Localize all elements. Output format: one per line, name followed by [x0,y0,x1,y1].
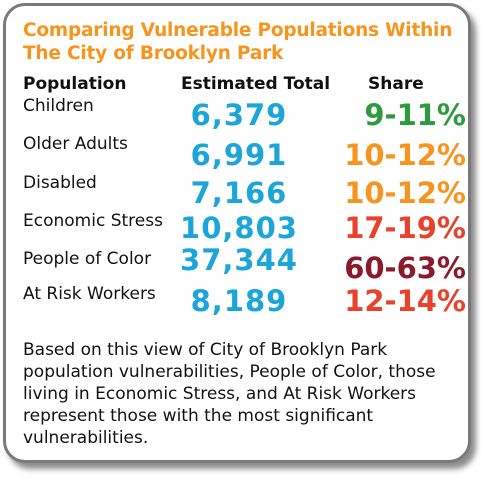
header-share: Share [368,74,424,94]
summary-note: Based on this view of City of Brooklyn P… [23,340,436,448]
population-label: Children [23,96,94,116]
estimated-total-value: 37,344 [180,243,298,277]
share-value: 12-14% [344,284,466,318]
population-label: People of Color [23,249,152,269]
share-value: 9-11% [364,98,466,132]
table-row: Children 6,379 9-11% [6,96,486,134]
table-row: At Risk Workers 8,189 12-14% [6,284,486,322]
share-value: 10-12% [344,176,466,210]
estimated-total-value: 7,166 [190,176,288,210]
table-row: Older Adults 6,991 10-12% [6,134,486,172]
card-title: Comparing Vulnerable Populations Within … [23,20,453,64]
population-label: Older Adults [23,134,128,154]
estimated-total-value: 10,803 [180,211,298,245]
population-label: At Risk Workers [23,284,156,304]
population-label: Disabled [23,173,97,193]
population-label: Economic Stress [23,211,163,231]
estimated-total-value: 6,379 [190,98,288,132]
share-value: 17-19% [344,211,466,245]
table-row: Economic Stress 10,803 17-19% [6,211,486,249]
info-card: Comparing Vulnerable Populations Within … [3,3,471,463]
estimated-total-value: 6,991 [190,138,288,172]
header-estimated-total: Estimated Total [181,74,331,94]
table-row: Disabled 7,166 10-12% [6,173,486,211]
header-population: Population [23,74,127,94]
share-value: 10-12% [344,138,466,172]
estimated-total-value: 8,189 [190,284,288,318]
share-value: 60-63% [344,251,466,285]
table-row: People of Color 37,344 60-63% [6,243,486,287]
